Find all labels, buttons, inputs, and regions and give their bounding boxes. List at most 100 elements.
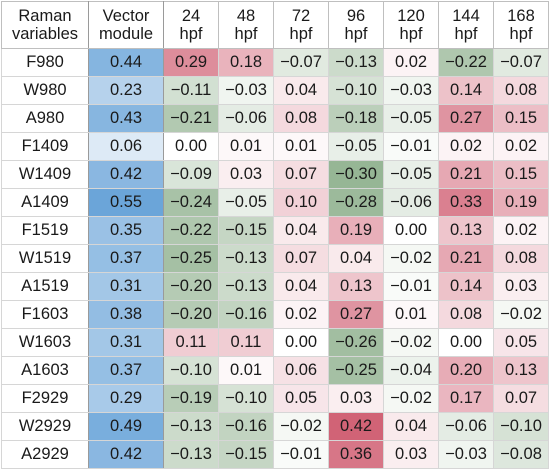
correlation-cell: −0.03 — [218, 76, 274, 105]
correlation-cell: 0.08 — [493, 244, 549, 273]
header-line: 72 — [291, 7, 311, 25]
correlation-cell: −0.25 — [328, 356, 384, 385]
correlation-cell: 0.02 — [383, 48, 439, 77]
vector-module-cell: 0.06 — [88, 132, 164, 161]
correlation-cell: 0.08 — [438, 300, 494, 329]
correlation-cell: 0.14 — [438, 76, 494, 105]
correlation-cell: −0.16 — [218, 412, 274, 441]
correlation-cell: −0.13 — [218, 244, 274, 273]
row-variable-name: W980 — [1, 76, 89, 105]
vector-module-cell: 0.37 — [88, 244, 164, 273]
correlation-cell: −0.22 — [163, 216, 219, 245]
vector-module-cell: 0.38 — [88, 300, 164, 329]
header-raman-variables: Raman variables — [1, 1, 89, 49]
correlation-cell: 0.02 — [438, 132, 494, 161]
correlation-cell: 0.03 — [328, 384, 384, 413]
table-header: Raman variables Vector module 24 hpf 48 … — [1, 1, 549, 49]
correlation-cell: 0.36 — [328, 440, 384, 469]
correlation-cell: 0.21 — [438, 244, 494, 273]
vector-module-cell: 0.35 — [88, 216, 164, 245]
table-row: W1603 0.31 0.11 0.11 0.00 −0.26 −0.02 0.00 0.05 — [1, 328, 549, 357]
table-row: F1409 0.06 0.00 0.01 0.01 −0.05 −0.01 0.02 0.02 — [1, 132, 549, 161]
correlation-cell: −0.05 — [218, 188, 274, 217]
row-variable-name: W1409 — [1, 160, 89, 189]
correlation-cell: −0.02 — [493, 300, 549, 329]
correlation-cell: −0.15 — [218, 440, 274, 469]
correlation-cell: −0.05 — [328, 132, 384, 161]
vector-module-cell: 0.43 — [88, 104, 164, 133]
correlation-cell: −0.07 — [273, 48, 329, 77]
correlation-cell: −0.28 — [328, 188, 384, 217]
correlation-cell: 0.04 — [273, 272, 329, 301]
correlation-cell: −0.13 — [163, 440, 219, 469]
correlation-cell: 0.05 — [273, 384, 329, 413]
header-line: 96 — [346, 7, 366, 25]
header-line: variables — [11, 25, 79, 43]
row-variable-name: A2929 — [1, 440, 89, 469]
row-variable-name: W1519 — [1, 244, 89, 273]
correlation-cell: −0.10 — [328, 76, 384, 105]
table-row: W2929 0.49 −0.13 −0.16 −0.02 0.42 0.04 −0.06 −0.… — [1, 412, 549, 441]
correlation-cell: 0.04 — [328, 244, 384, 273]
header-line: Raman — [18, 7, 72, 25]
table-row: F980 0.44 0.29 0.18 −0.07 −0.13 0.02 −0.22 −0.07 — [1, 48, 549, 77]
correlation-cell: −0.09 — [163, 160, 219, 189]
correlation-cell: 0.21 — [438, 160, 494, 189]
table-row: A1603 0.37 −0.10 0.01 0.06 −0.25 −0.04 0.20 0.13 — [1, 356, 549, 385]
correlation-cell: 0.11 — [218, 328, 274, 357]
correlation-cell: 0.07 — [273, 244, 329, 273]
correlation-cell: −0.02 — [383, 384, 439, 413]
correlation-cell: 0.27 — [328, 300, 384, 329]
correlation-cell: 0.18 — [218, 48, 274, 77]
header-line: hpf — [399, 25, 423, 43]
correlation-cell: 0.01 — [383, 300, 439, 329]
header-row: Raman variables Vector module 24 hpf 48 … — [1, 1, 549, 49]
correlation-cell: 0.14 — [438, 272, 494, 301]
header-24-hpf: 24 hpf — [163, 1, 219, 49]
correlation-cell: 0.15 — [493, 160, 549, 189]
correlation-cell: −0.21 — [163, 104, 219, 133]
correlation-cell: −0.04 — [383, 356, 439, 385]
correlation-cell: 0.00 — [438, 328, 494, 357]
correlation-cell: −0.26 — [328, 328, 384, 357]
correlation-cell: 0.13 — [438, 216, 494, 245]
correlation-cell: −0.02 — [383, 328, 439, 357]
table-body: F980 0.44 0.29 0.18 −0.07 −0.13 0.02 −0.22 −0.07… — [1, 48, 549, 469]
row-variable-name: A1603 — [1, 356, 89, 385]
correlation-cell: 0.00 — [273, 328, 329, 357]
header-line: module — [98, 25, 154, 43]
correlation-cell: 0.02 — [273, 300, 329, 329]
correlation-cell: −0.01 — [273, 440, 329, 469]
vector-module-cell: 0.37 — [88, 356, 164, 385]
correlation-cell: −0.20 — [163, 300, 219, 329]
correlation-cell: −0.02 — [273, 412, 329, 441]
row-variable-name: A1409 — [1, 188, 89, 217]
vector-module-cell: 0.42 — [88, 440, 164, 469]
correlation-cell: −0.13 — [328, 48, 384, 77]
table-row: A1409 0.55 −0.24 −0.05 0.10 −0.28 −0.06 0.33 0.1… — [1, 188, 549, 217]
correlation-cell: 0.01 — [273, 132, 329, 161]
correlation-cell: −0.10 — [163, 356, 219, 385]
correlation-cell: 0.02 — [493, 216, 549, 245]
correlation-cell: 0.15 — [493, 104, 549, 133]
correlation-cell: −0.24 — [163, 188, 219, 217]
header-line: hpf — [179, 25, 203, 43]
correlation-cell: −0.07 — [493, 48, 549, 77]
row-variable-name: F980 — [1, 48, 89, 77]
table-row: F2929 0.29 −0.19 −0.10 0.05 0.03 −0.02 0.17 0.07 — [1, 384, 549, 413]
correlation-cell: 0.04 — [273, 216, 329, 245]
header-line: hpf — [234, 25, 258, 43]
header-line: hpf — [289, 25, 313, 43]
correlation-cell: 0.10 — [273, 188, 329, 217]
correlation-cell: −0.13 — [218, 272, 274, 301]
correlation-cell: 0.07 — [273, 160, 329, 189]
correlation-cell: 0.07 — [493, 384, 549, 413]
header-120-hpf: 120 hpf — [383, 1, 439, 49]
correlation-cell: 0.03 — [218, 160, 274, 189]
correlation-cell: −0.11 — [163, 76, 219, 105]
correlation-cell: 0.05 — [493, 328, 549, 357]
row-variable-name: F1519 — [1, 216, 89, 245]
correlation-cell: −0.22 — [438, 48, 494, 77]
header-96-hpf: 96 hpf — [328, 1, 384, 49]
